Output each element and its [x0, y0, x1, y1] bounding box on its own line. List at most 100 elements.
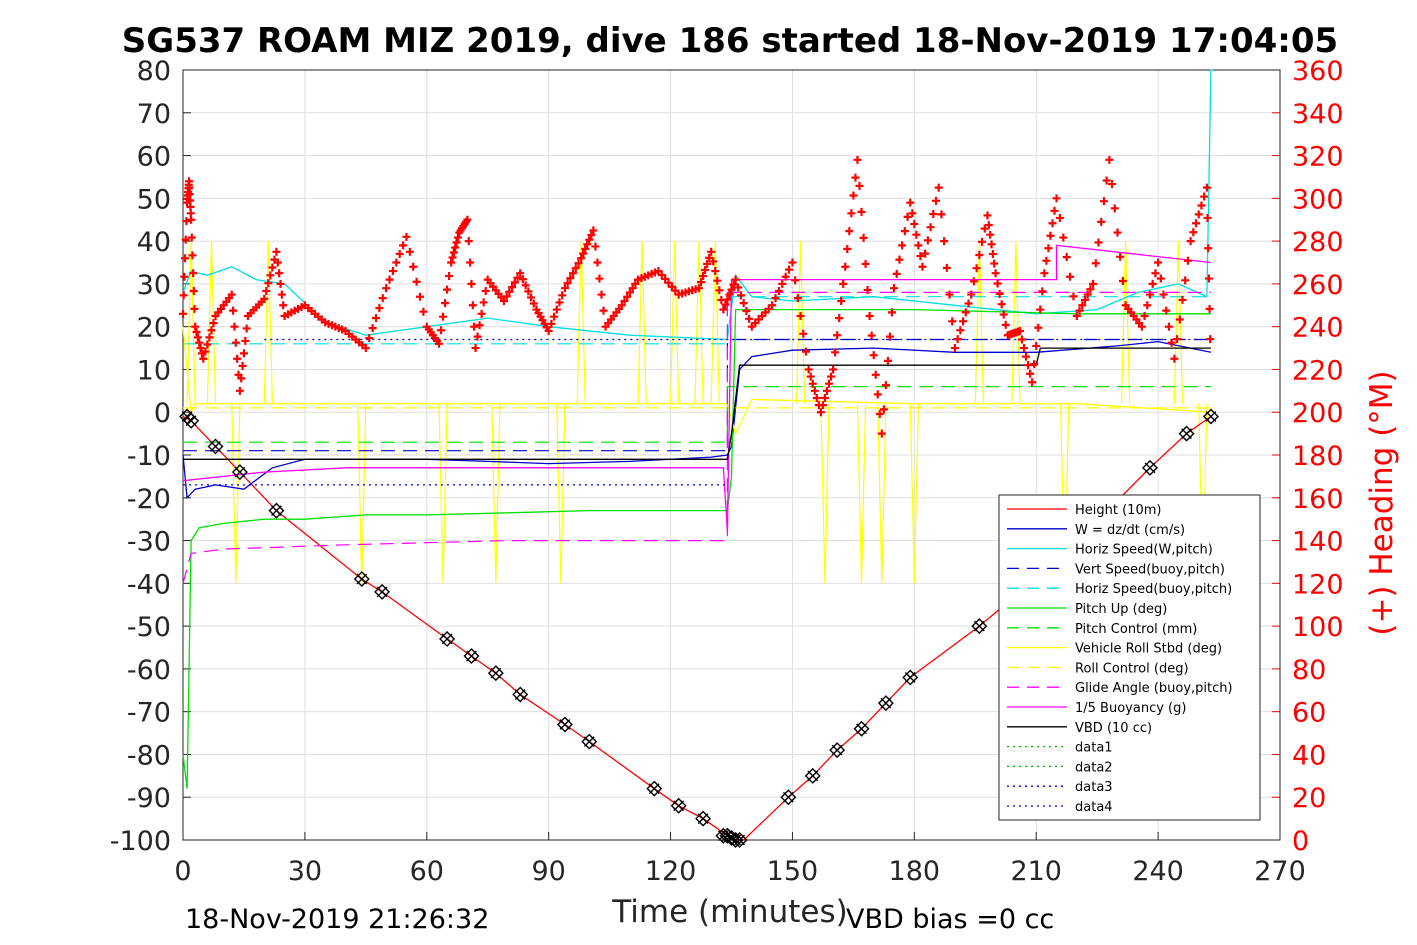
heading-marker	[238, 361, 247, 370]
heading-marker	[447, 258, 456, 267]
depth-marker	[463, 648, 480, 665]
x-tick-label: 90	[531, 856, 565, 887]
heading-marker	[593, 258, 602, 267]
x-tick-label: 120	[645, 856, 697, 887]
heading-marker	[975, 251, 984, 260]
heading-marker	[368, 324, 377, 333]
heading-marker	[453, 233, 462, 242]
legend-label: Roll Control (deg)	[1075, 661, 1189, 676]
heading-marker	[990, 259, 999, 268]
legend-label: data1	[1075, 741, 1113, 756]
heading-marker	[929, 210, 938, 219]
heading-markers	[179, 155, 1215, 438]
heading-marker	[923, 236, 932, 245]
heading-marker	[916, 252, 925, 261]
heading-marker	[577, 254, 586, 263]
heading-marker	[502, 292, 511, 301]
heading-marker	[1140, 311, 1149, 320]
heading-marker	[1192, 219, 1201, 228]
legend-label: W = dz/dt (cm/s)	[1075, 523, 1185, 538]
heading-marker	[195, 338, 204, 347]
heading-marker	[995, 289, 1004, 298]
heading-marker	[816, 408, 825, 417]
heading-marker	[508, 283, 517, 292]
heading-marker	[932, 196, 941, 205]
heading-marker	[1075, 306, 1084, 315]
right-y-tick-label: 60	[1292, 698, 1326, 729]
heading-marker	[595, 274, 604, 283]
heading-marker	[436, 326, 445, 335]
heading-marker	[1183, 256, 1192, 265]
heading-marker	[264, 279, 273, 288]
heading-marker	[1089, 279, 1098, 288]
heading-marker	[918, 262, 927, 271]
left-y-tick-label: -80	[127, 740, 171, 771]
heading-marker	[272, 247, 281, 256]
heading-marker	[473, 332, 482, 341]
heading-marker	[434, 339, 443, 348]
heading-marker	[597, 290, 606, 299]
heading-marker	[879, 405, 888, 414]
heading-marker	[544, 326, 553, 335]
heading-marker	[1203, 213, 1212, 222]
heading-marker	[1094, 238, 1103, 247]
right-y-tick-label: 140	[1292, 527, 1344, 558]
right-y-tick-label: 0	[1292, 826, 1309, 857]
right-y-tick-label: 20	[1292, 783, 1326, 814]
heading-marker	[855, 181, 864, 190]
x-tick-label: 210	[1010, 856, 1062, 887]
heading-marker	[378, 294, 387, 303]
heading-marker	[825, 379, 834, 388]
heading-marker	[705, 253, 714, 262]
heading-marker	[1038, 287, 1047, 296]
left-y-tick-label: 10	[137, 355, 171, 386]
heading-marker	[881, 381, 890, 390]
legend-label: Glide Angle (buoy,pitch)	[1075, 681, 1233, 696]
heading-marker	[371, 314, 380, 323]
heading-marker	[466, 258, 475, 267]
heading-marker	[550, 312, 559, 321]
legend-label: Vert Speed(buoy,pitch)	[1075, 562, 1225, 577]
heading-marker	[1194, 210, 1203, 219]
depth-marker	[971, 618, 988, 635]
heading-marker	[883, 356, 892, 365]
heading-marker	[1040, 269, 1049, 278]
depth-marker	[902, 669, 919, 686]
roll-spike	[206, 241, 217, 404]
depth-marker	[268, 502, 285, 519]
heading-marker	[1042, 256, 1051, 265]
x-axis-label: Time (minutes)	[611, 894, 847, 930]
heading-marker	[847, 209, 856, 218]
heading-marker	[235, 386, 244, 395]
heading-marker	[589, 226, 598, 235]
left-y-tick-labels: 80 70 60 50 40 30 20 10 0 -10 -20 -30 -40 -50 -60 -70 -8…	[110, 56, 171, 857]
heading-marker	[725, 290, 734, 299]
heading-marker	[841, 262, 850, 271]
heading-marker	[268, 263, 277, 272]
heading-marker	[983, 211, 992, 220]
heading-marker	[451, 243, 460, 252]
heading-marker	[1204, 244, 1213, 253]
roll-spike	[438, 403, 448, 584]
left-y-tick-label: 40	[137, 227, 171, 258]
left-y-tick-label: 80	[137, 56, 171, 87]
heading-marker	[591, 242, 600, 251]
roll-spike	[877, 403, 887, 584]
roll-spike	[637, 241, 647, 404]
heading-marker	[191, 322, 200, 331]
right-y-tick-label: 360	[1292, 56, 1344, 87]
legend-label: data4	[1075, 800, 1113, 815]
heading-marker	[1105, 155, 1114, 164]
heading-marker	[993, 279, 1002, 288]
heading-marker	[266, 271, 275, 280]
heading-marker	[731, 275, 740, 284]
heading-marker	[723, 295, 732, 304]
heading-marker	[1204, 274, 1213, 283]
footer-timestamp: 18-Nov-2019 21:26:32	[185, 904, 489, 935]
depth-marker	[804, 767, 821, 784]
heading-marker	[207, 326, 216, 335]
depth-marker	[581, 733, 598, 750]
roll-spike	[491, 403, 501, 584]
heading-marker	[820, 393, 829, 402]
heading-marker	[1026, 369, 1035, 378]
